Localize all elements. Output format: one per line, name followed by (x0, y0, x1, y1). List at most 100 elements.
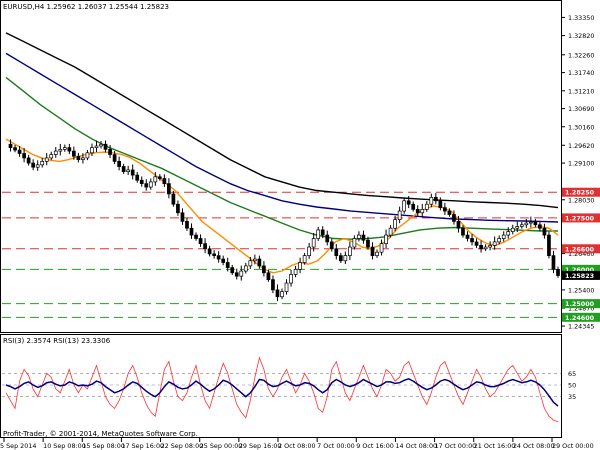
candle-body (397, 210, 402, 220)
candle-body (8, 143, 13, 149)
level-tag (562, 299, 600, 309)
rsi-axis-label: 35 (568, 393, 576, 401)
candle-body (352, 238, 357, 248)
level-tag-label: 1.27500 (565, 214, 595, 222)
rsi-indicator: 65 50 35 (2, 356, 576, 423)
price-axis-label: 1.25400 (568, 286, 594, 294)
candle-body (343, 255, 348, 262)
candle-body (429, 197, 434, 205)
candle-body (515, 226, 520, 229)
candle-body (334, 248, 339, 256)
candle-body (325, 234, 330, 243)
level-tag-label: 1.26600 (565, 245, 595, 253)
candle-body (547, 234, 551, 256)
candle-body (13, 147, 17, 151)
time-axis-label: 25 Sep 00:00 (200, 442, 243, 450)
time-axis-label: 2 Oct 08:00 (278, 442, 316, 450)
time-axis-label: 29 Sep 16:00 (239, 442, 282, 450)
price-axis-label: 1.24870 (568, 305, 594, 313)
candle-body (103, 143, 108, 150)
candle-body (239, 270, 244, 277)
indicator-label: RSI(3) 2.3574 RSI(13) 23.3306 (3, 337, 111, 345)
level-tag (562, 312, 600, 322)
candle-body (148, 181, 153, 188)
candle-body (157, 176, 162, 179)
candle-body (316, 229, 321, 239)
candle-body (415, 209, 420, 214)
level-tag-label: 1.24600 (565, 314, 595, 322)
level-tag-label: 1.28250 (565, 189, 595, 197)
candle-body (262, 265, 266, 274)
candle-body (81, 157, 85, 161)
copyright-text: Profit-Trader, © 2001-2014, MetaQuotes S… (3, 430, 198, 438)
candle-body (144, 183, 149, 188)
candle-body (483, 246, 488, 250)
candle-body (58, 149, 63, 152)
candle-body (112, 154, 117, 162)
candle-body (293, 268, 298, 275)
price-axis-label: 1.31740 (568, 69, 594, 77)
candle-body (126, 169, 131, 173)
candle-body (90, 147, 94, 154)
candle-body (388, 227, 393, 236)
rsi-panel[interactable] (0, 334, 562, 438)
candle-body (474, 241, 479, 246)
candle-body (551, 255, 556, 270)
candle-body (370, 246, 375, 256)
candle-body (257, 258, 262, 267)
candle-body (542, 227, 547, 236)
candle-body (207, 248, 212, 255)
candle-body (488, 244, 492, 248)
level-tag-label: 1.25000 (565, 300, 595, 308)
candle-body (22, 153, 26, 159)
candle-body (420, 209, 425, 214)
candle-body (379, 243, 384, 253)
candle-body (424, 203, 429, 210)
candle-body (271, 279, 275, 291)
moving-averages (5, 32, 559, 274)
candle-body (438, 200, 443, 208)
candle-body (529, 221, 533, 224)
candle-body (216, 255, 221, 260)
rsi-slow-line (5, 377, 559, 407)
level-tag (562, 244, 600, 254)
price-axis-label: 1.30160 (568, 123, 594, 131)
candle-body (35, 164, 40, 168)
rsi-axis-label: 65 (568, 370, 576, 378)
candle-body (108, 149, 112, 155)
candle-body (44, 157, 49, 162)
candle-body (67, 147, 72, 152)
candle-body (135, 174, 140, 181)
price-axis-label: 1.24345 (568, 323, 594, 331)
candle-body (203, 243, 207, 250)
candle-body (361, 234, 366, 241)
candle-body (280, 291, 284, 298)
candle-body (501, 234, 506, 239)
candle-body (533, 221, 538, 226)
candle-body (189, 227, 194, 236)
candle-body (320, 229, 325, 236)
price-axis-label: 1.32820 (568, 32, 594, 40)
candle-body (302, 255, 307, 263)
candle-body (443, 207, 447, 212)
candle-body (470, 238, 474, 243)
candle-body (289, 274, 293, 284)
candle-body (311, 238, 316, 248)
candle-body (248, 260, 253, 267)
candle-body (243, 265, 248, 272)
price-axis-label: 1.26460 (568, 250, 594, 258)
candle-body (510, 227, 515, 232)
candle-body (384, 234, 388, 244)
price-panel[interactable] (0, 0, 562, 333)
candle-body (402, 200, 407, 212)
price-axis-label: 1.28030 (568, 196, 594, 204)
price-axis-label: 1.30690 (568, 105, 594, 113)
horizontal-levels (2, 191, 561, 318)
candle-body (176, 203, 180, 214)
time-axis-label: 21 Oct 16:00 (474, 442, 516, 450)
candle-body (212, 253, 216, 256)
candle-body (26, 157, 31, 164)
candle-body (40, 161, 45, 166)
